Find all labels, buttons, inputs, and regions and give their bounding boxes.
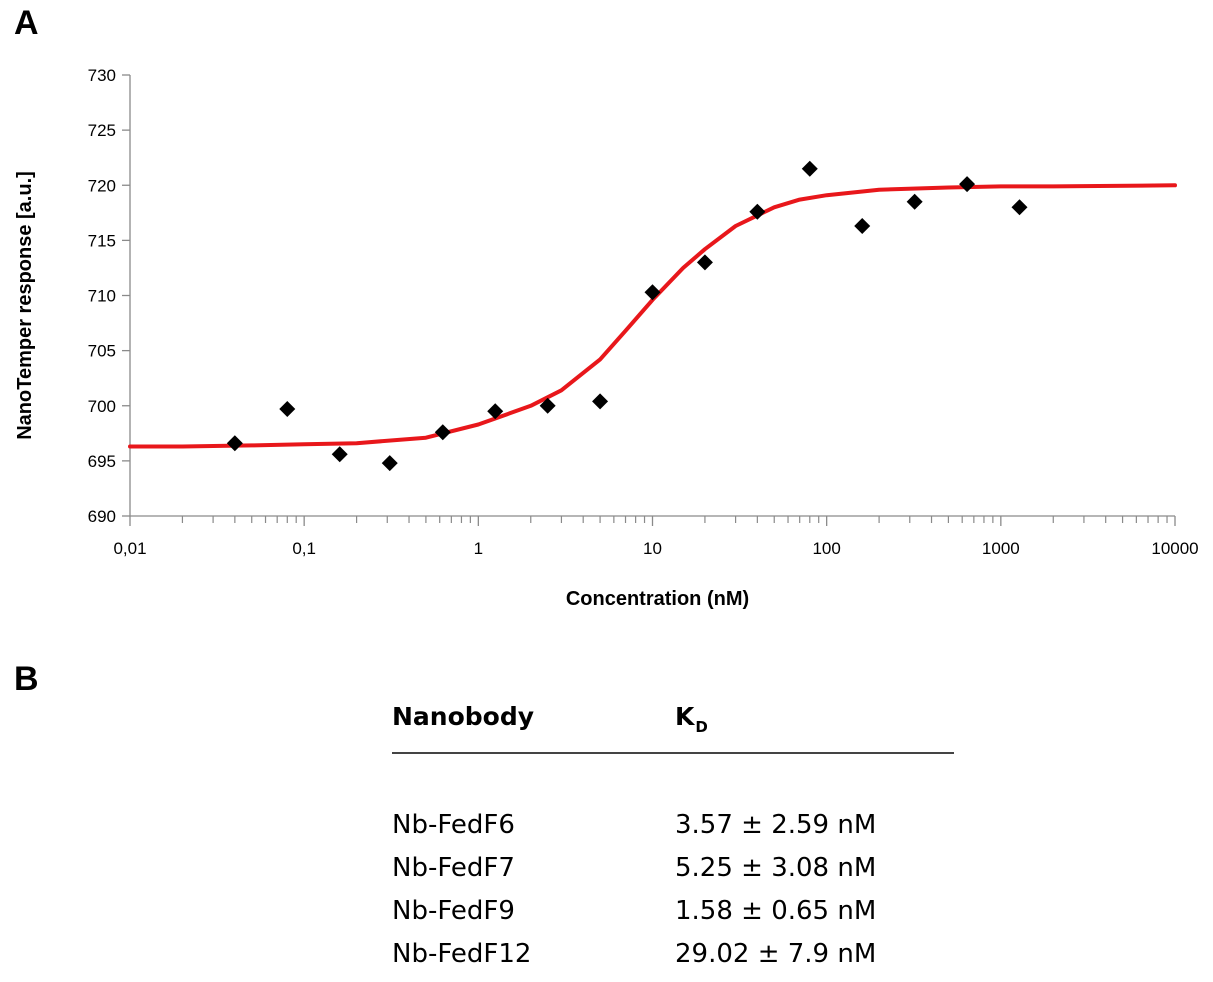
- kd-value: 5.25 ± 3.08 nM: [675, 853, 877, 883]
- panel-label-b: B: [14, 660, 39, 698]
- y-tick-label: 695: [88, 452, 116, 471]
- data-point: [331, 446, 348, 463]
- kd-table-body: Nb-FedF6 3.57 ± 2.59 nM Nb-FedF7 5.25 ± …: [392, 754, 954, 982]
- kd-value: 3.57 ± 2.59 nM: [675, 810, 877, 840]
- x-tick-label: 10000: [1151, 539, 1198, 558]
- binding-curve-chart: 690 695 700 705 710 715 720 725 730 0,01 0,1 1 10 10…: [14, 66, 1199, 610]
- x-axis-title: Concentration (nM): [566, 588, 749, 610]
- x-tick-label: 0,1: [292, 539, 316, 558]
- kd-table-header: Nanobody KD: [392, 700, 954, 754]
- data-point: [279, 401, 296, 418]
- y-tick-label: 710: [88, 287, 116, 306]
- data-points: [226, 160, 1028, 472]
- y-tick-label: 720: [88, 176, 116, 195]
- data-point: [539, 397, 556, 414]
- x-tick-label: 1000: [982, 539, 1020, 558]
- y-tick-label: 705: [88, 342, 116, 361]
- table-row: Nb-FedF12 29.02 ± 7.9 nM: [392, 939, 954, 982]
- table-row: Nb-FedF9 1.58 ± 0.65 nM: [392, 896, 954, 939]
- data-point: [226, 435, 243, 452]
- header-kd-subscript: D: [695, 718, 708, 736]
- data-point: [959, 176, 976, 193]
- kd-value: 29.02 ± 7.9 nM: [675, 939, 877, 969]
- nanobody-name: Nb-FedF7: [392, 853, 515, 883]
- x-ticks: 0,01 0,1 1 10 100 1000 10000: [113, 516, 1199, 558]
- data-point: [592, 393, 609, 410]
- data-point: [906, 193, 923, 210]
- y-axis-title: NanoTemper response [a.u.]: [14, 171, 36, 440]
- y-tick-label: 725: [88, 121, 116, 140]
- table-row: Nb-FedF7 5.25 ± 3.08 nM: [392, 853, 954, 896]
- x-tick-label: 10: [643, 539, 662, 558]
- data-point: [696, 254, 713, 271]
- header-kd: KD: [675, 702, 708, 736]
- y-tick-label: 730: [88, 66, 116, 85]
- nanobody-name: Nb-FedF9: [392, 896, 515, 926]
- data-point: [434, 424, 451, 441]
- nanobody-name: Nb-FedF6: [392, 810, 515, 840]
- kd-table: Nanobody KD Nb-FedF6 3.57 ± 2.59 nM Nb-F…: [392, 700, 954, 982]
- data-point: [749, 203, 766, 220]
- x-tick-label: 1: [474, 539, 483, 558]
- data-point: [381, 455, 398, 472]
- data-point: [1011, 199, 1028, 216]
- data-point: [854, 218, 871, 235]
- nanobody-name: Nb-FedF12: [392, 939, 532, 969]
- data-point: [801, 160, 818, 177]
- panel-label-a: A: [14, 4, 39, 42]
- y-ticks: 690 695 700 705 710 715 720 725 730: [88, 66, 130, 526]
- y-tick-label: 715: [88, 231, 116, 250]
- y-tick-label: 690: [88, 507, 116, 526]
- table-row: Nb-FedF6 3.57 ± 2.59 nM: [392, 810, 954, 853]
- y-tick-label: 700: [88, 397, 116, 416]
- x-tick-label: 100: [812, 539, 840, 558]
- data-point: [644, 284, 661, 301]
- x-tick-label: 0,01: [113, 539, 146, 558]
- kd-value: 1.58 ± 0.65 nM: [675, 896, 877, 926]
- data-point: [487, 403, 504, 420]
- header-kd-main: K: [675, 702, 695, 731]
- header-nanobody: Nanobody: [392, 702, 535, 731]
